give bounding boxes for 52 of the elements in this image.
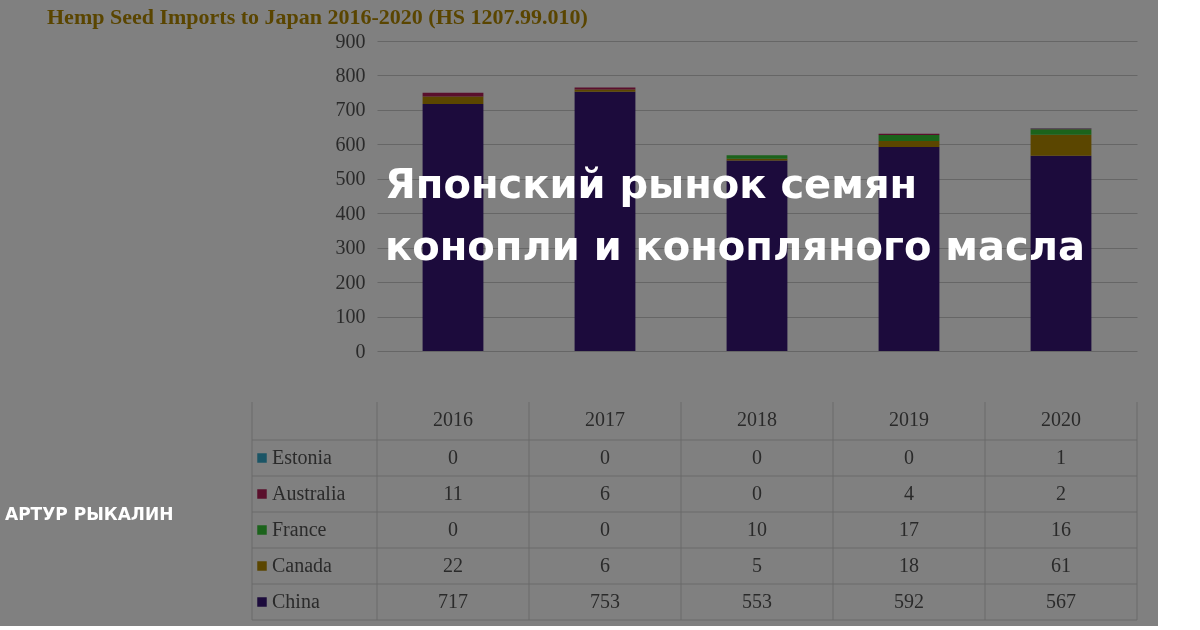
- y-tick-label: 600: [335, 132, 366, 155]
- legend-label: Estonia: [272, 446, 333, 468]
- x-tick-label: 2020: [1041, 408, 1081, 430]
- bar: [1030, 134, 1092, 156]
- y-tick-label: 300: [335, 236, 366, 259]
- data-label: 0: [600, 518, 610, 540]
- data-label: 10: [747, 518, 767, 540]
- data-label: 18: [899, 554, 919, 576]
- legend-label: China: [272, 590, 320, 612]
- data-label: 592: [894, 590, 924, 612]
- data-label: 0: [904, 446, 914, 468]
- y-tick-label: 400: [335, 201, 366, 224]
- x-tick-label: 2017: [585, 408, 625, 430]
- data-label: 6: [600, 482, 610, 504]
- data-label: 753: [590, 590, 620, 612]
- data-label: 0: [448, 518, 458, 540]
- data-label: 553: [742, 590, 772, 612]
- data-label: 1: [1056, 446, 1066, 468]
- data-label: 4: [904, 482, 914, 504]
- x-tick-label: 2019: [889, 408, 929, 430]
- data-label: 16: [1051, 518, 1071, 540]
- data-label: 17: [899, 518, 919, 540]
- bar: [878, 135, 940, 141]
- y-tick-label: 800: [335, 63, 366, 86]
- data-label: 22: [443, 554, 463, 576]
- y-tick-label: 500: [335, 167, 366, 190]
- y-tick-label: 200: [335, 270, 366, 293]
- data-label: 717: [438, 590, 468, 612]
- data-label: 5: [752, 554, 762, 576]
- data-label: 567: [1046, 590, 1076, 612]
- bar: [1030, 129, 1092, 135]
- data-label: 6: [600, 554, 610, 576]
- data-label: 0: [600, 446, 610, 468]
- chart-subtitle: Hemp Seed Imports to Japan 2016-2020 (HS 1207.99.010): [47, 4, 588, 29]
- legend-label: Canada: [272, 554, 333, 576]
- y-tick-label: 900: [335, 29, 366, 52]
- data-label: 0: [752, 482, 762, 504]
- y-tick-label: 0: [355, 339, 366, 362]
- legend-label: Australia: [272, 482, 346, 504]
- x-tick-label: 2016: [433, 408, 473, 430]
- bar: [878, 140, 940, 148]
- x-tick-label: 2018: [737, 408, 777, 430]
- text: АРТУР РЫКАЛИН: [5, 504, 174, 524]
- data-label: 2: [1056, 482, 1066, 504]
- data-label: 0: [448, 446, 458, 468]
- bar: [422, 96, 484, 105]
- legend-label: France: [272, 518, 327, 540]
- y-tick-label: 100: [335, 305, 366, 328]
- data-label: 0: [752, 446, 762, 468]
- data-label: 61: [1051, 554, 1071, 576]
- data-label: 11: [443, 482, 463, 504]
- y-tick-label: 700: [335, 98, 366, 121]
